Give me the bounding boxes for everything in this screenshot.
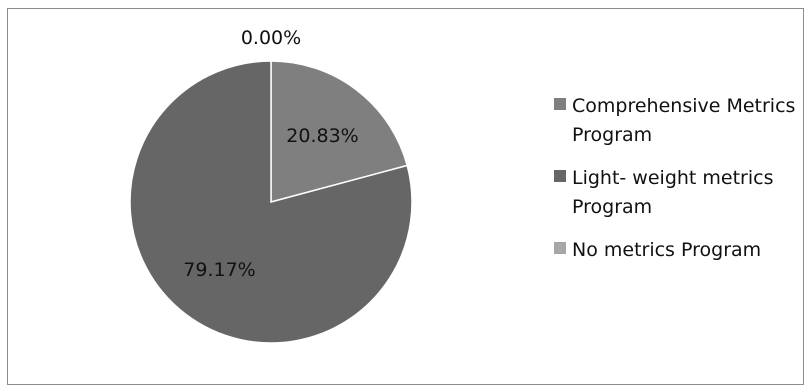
data-label-light-weight-metrics-program: 79.17% <box>183 259 255 281</box>
legend-swatch-comprehensive <box>554 98 566 110</box>
data-label-comprehensive-metrics-program: 20.83% <box>286 125 358 147</box>
legend-swatch-no-metrics <box>554 242 566 254</box>
legend-label-comprehensive: Comprehensive Metrics Program <box>572 95 796 146</box>
pie-slice-light-weight-metrics-program <box>129 60 413 344</box>
legend-item-no-metrics: No metrics Program <box>552 236 802 265</box>
legend-label-no-metrics: No metrics Program <box>572 239 762 261</box>
legend-swatch-light-weight <box>554 170 566 182</box>
data-label-no-metrics-program: 0.00% <box>241 27 301 49</box>
legend-item-light-weight: Light- weight metrics Program <box>552 164 802 222</box>
legend: Comprehensive Metrics Program Light- wei… <box>552 92 802 279</box>
legend-item-comprehensive: Comprehensive Metrics Program <box>552 92 802 150</box>
legend-label-light-weight: Light- weight metrics Program <box>572 167 774 218</box>
pie-slice-comprehensive-metrics-program <box>270 60 409 203</box>
